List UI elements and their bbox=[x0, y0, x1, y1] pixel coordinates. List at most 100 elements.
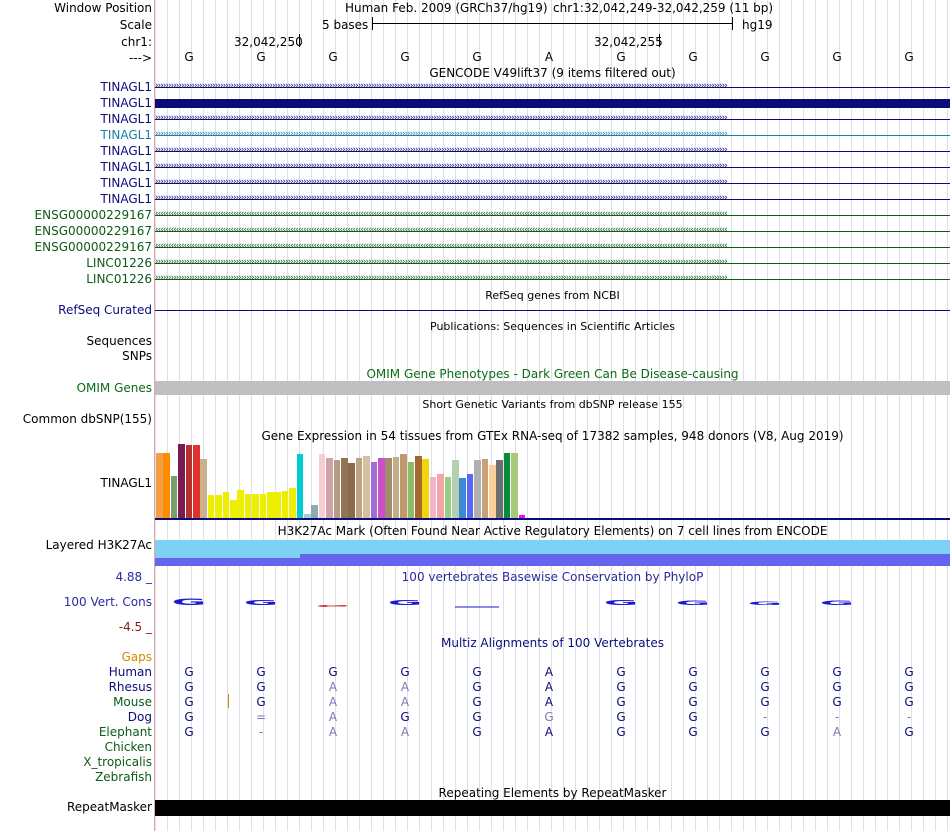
gtex-tissue-bar[interactable] bbox=[333, 460, 341, 518]
gene-label[interactable]: ENSG00000229167 bbox=[34, 240, 152, 254]
gtex-tissue-bar[interactable] bbox=[437, 474, 444, 518]
gtex-tissue-bar[interactable] bbox=[163, 453, 170, 518]
gtex-tissue-bar[interactable] bbox=[489, 465, 496, 518]
gene-label[interactable]: TINAGL1 bbox=[100, 112, 152, 126]
gene-intron-line[interactable] bbox=[155, 183, 950, 184]
gtex-tissue-bar[interactable] bbox=[156, 453, 163, 518]
gene-intron-line[interactable] bbox=[155, 87, 950, 88]
gtex-tissue-bar[interactable] bbox=[400, 454, 407, 518]
species-label[interactable]: Mouse bbox=[113, 695, 152, 709]
gtex-tissue-bar[interactable] bbox=[444, 477, 452, 518]
gene-label[interactable]: TINAGL1 bbox=[100, 96, 152, 110]
gene-intron-line[interactable] bbox=[155, 263, 950, 264]
gtex-tissue-bar[interactable] bbox=[215, 495, 222, 518]
gtex-tissue-bar[interactable] bbox=[363, 456, 370, 518]
gtex-tissue-bar[interactable] bbox=[178, 444, 185, 518]
gtex-tissue-bar[interactable] bbox=[466, 474, 474, 518]
gtex-tissue-bar[interactable] bbox=[281, 491, 289, 518]
gtex-tissue-bar[interactable] bbox=[341, 458, 348, 518]
omim-gene-bar[interactable] bbox=[155, 381, 950, 395]
species-label[interactable]: Zebrafish bbox=[95, 770, 152, 784]
species-label[interactable]: X_tropicalis bbox=[83, 755, 152, 769]
gtex-tissue-bar[interactable] bbox=[459, 478, 466, 518]
gene-intron-line[interactable] bbox=[155, 167, 950, 168]
gene-intron-line[interactable] bbox=[155, 119, 950, 120]
species-label[interactable]: Elephant bbox=[98, 725, 152, 739]
gene-intron-line[interactable] bbox=[155, 247, 950, 248]
gene-label[interactable]: TINAGL1 bbox=[100, 80, 152, 94]
species-label[interactable]: Chicken bbox=[104, 740, 152, 754]
gene-label[interactable]: TINAGL1 bbox=[100, 192, 152, 206]
gtex-tissue-bar[interactable] bbox=[259, 494, 267, 518]
gene-label[interactable]: TINAGL1 bbox=[100, 176, 152, 190]
gtex-tissue-bar[interactable] bbox=[311, 505, 318, 518]
gtex-tissue-bar[interactable] bbox=[185, 445, 193, 518]
gene-intron-line[interactable] bbox=[155, 151, 950, 152]
species-label[interactable]: Rhesus bbox=[108, 680, 152, 694]
gtex-tissue-bar[interactable] bbox=[207, 495, 215, 518]
gtex-tissue-bar[interactable] bbox=[503, 453, 511, 518]
gtex-tissue-bar[interactable] bbox=[193, 445, 200, 518]
common-dbsnp-label[interactable]: Common dbSNP(155) bbox=[22, 412, 152, 426]
gtex-tissue-bar[interactable] bbox=[318, 454, 326, 518]
snps-label[interactable]: SNPs bbox=[122, 349, 152, 363]
gtex-tissue-bar[interactable] bbox=[222, 492, 230, 518]
gtex-tissue-bar[interactable] bbox=[252, 494, 259, 518]
gtex-tissue-bar[interactable] bbox=[370, 462, 378, 518]
gtex-tissue-bar[interactable] bbox=[170, 476, 178, 518]
position-text[interactable]: chr1:32,042,249-32,042,259 (11 bp) bbox=[553, 1, 774, 15]
gene-intron-line[interactable] bbox=[155, 199, 950, 200]
gtex-tissue-bar[interactable] bbox=[289, 488, 296, 518]
gene-intron-line[interactable] bbox=[155, 279, 950, 280]
gtex-tissue-bar[interactable] bbox=[429, 477, 437, 518]
sequences-label[interactable]: Sequences bbox=[86, 334, 152, 348]
gtex-tissue-bar[interactable] bbox=[237, 490, 244, 518]
gtex-tissue-bar[interactable] bbox=[407, 462, 415, 518]
gtex-tissue-bar[interactable] bbox=[511, 453, 518, 518]
gene-exon-bar[interactable] bbox=[155, 99, 950, 108]
repeatmasker-label[interactable]: RepeatMasker bbox=[66, 800, 152, 814]
gene-intron-line[interactable] bbox=[155, 135, 950, 136]
omim-genes-label[interactable]: OMIM Genes bbox=[76, 381, 152, 395]
gtex-tissue-bar[interactable] bbox=[326, 458, 333, 518]
conservation-track-label[interactable]: 100 Vert. Cons bbox=[63, 595, 152, 609]
gene-label[interactable]: ENSG00000229167 bbox=[34, 208, 152, 222]
gene-label[interactable]: LINC01226 bbox=[86, 272, 152, 286]
gene-intron-line[interactable] bbox=[155, 215, 950, 216]
gtex-tissue-bar[interactable] bbox=[392, 457, 400, 518]
gtex-gene-label[interactable]: TINAGL1 bbox=[100, 476, 152, 490]
gtex-tissue-bar[interactable] bbox=[296, 454, 304, 518]
gene-label[interactable]: ENSG00000229167 bbox=[34, 224, 152, 238]
gtex-tissue-bar[interactable] bbox=[267, 492, 274, 518]
gtex-tissue-bar[interactable] bbox=[274, 492, 281, 518]
gtex-tissue-bar[interactable] bbox=[355, 458, 363, 518]
genome-browser-track-area[interactable]: Human Feb. 2009 (GRCh37/hg19) chr1:32,04… bbox=[155, 0, 950, 831]
gene-label[interactable]: TINAGL1 bbox=[100, 160, 152, 174]
refseq-gene-line[interactable] bbox=[155, 310, 950, 311]
gtex-tissue-bar[interactable] bbox=[518, 515, 526, 518]
h3k27ac-signal[interactable] bbox=[155, 538, 950, 568]
gtex-tissue-bar[interactable] bbox=[481, 459, 489, 518]
refseq-curated-label[interactable]: RefSeq Curated bbox=[58, 303, 152, 317]
repeatmasker-element-bar[interactable] bbox=[155, 800, 950, 816]
gene-label[interactable]: LINC01226 bbox=[86, 256, 152, 270]
gtex-tissue-bar[interactable] bbox=[200, 459, 207, 518]
gtex-tissue-bar[interactable] bbox=[348, 463, 355, 518]
gtex-tissue-bar[interactable] bbox=[415, 456, 422, 518]
gtex-tissue-bar[interactable] bbox=[230, 500, 237, 518]
gtex-tissue-bar[interactable] bbox=[385, 458, 392, 518]
gtex-tissue-bar[interactable] bbox=[452, 460, 459, 518]
species-label[interactable]: Human bbox=[108, 665, 152, 679]
gtex-tissue-bar[interactable] bbox=[244, 494, 252, 518]
gene-label[interactable]: TINAGL1 bbox=[100, 144, 152, 158]
gtex-tissue-bar[interactable] bbox=[474, 460, 481, 518]
gene-intron-line[interactable] bbox=[155, 231, 950, 232]
gtex-tissue-bar[interactable] bbox=[304, 514, 311, 518]
gene-label[interactable]: TINAGL1 bbox=[100, 128, 152, 142]
gtex-tissue-bar[interactable] bbox=[496, 460, 503, 518]
gtex-tissue-bar[interactable] bbox=[378, 458, 385, 518]
species-label[interactable]: Dog bbox=[127, 710, 152, 724]
gtex-tissue-bar[interactable] bbox=[422, 459, 429, 518]
layered-h3k27ac-label[interactable]: Layered H3K27Ac bbox=[45, 538, 152, 552]
